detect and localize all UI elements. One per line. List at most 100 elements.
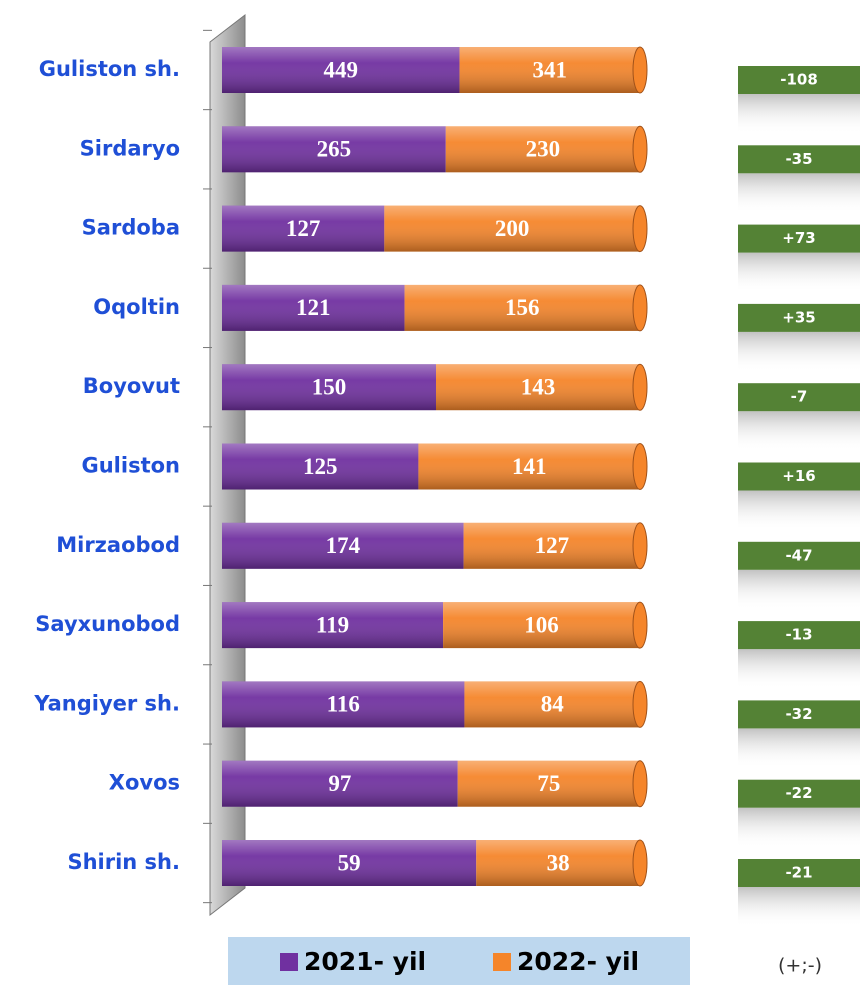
value-label: 174: [326, 533, 361, 558]
category-label: Shirin sh.: [67, 850, 180, 874]
difference-shadow: [738, 490, 860, 531]
legend-label: 2022- yil: [517, 947, 639, 976]
difference-label: -47: [785, 546, 812, 564]
bar-shading: [463, 522, 640, 569]
difference-shadow: [738, 887, 860, 927]
bar-shading: [435, 364, 640, 411]
bar-shading: [222, 840, 477, 886]
bar-shading: [222, 47, 460, 93]
difference-label: -21: [785, 864, 812, 882]
difference-label: -13: [785, 626, 812, 644]
difference-label: -108: [780, 71, 818, 89]
category-label: Sardoba: [82, 216, 180, 240]
value-label: 75: [537, 771, 560, 796]
difference-shadow: [738, 807, 860, 848]
difference-box: [738, 779, 860, 808]
difference-shadow: [738, 331, 860, 372]
bar-shading: [404, 284, 640, 331]
category-label: Boyovut: [83, 374, 180, 398]
value-label: 230: [526, 137, 561, 162]
value-label: 127: [286, 216, 321, 241]
difference-label: -32: [785, 705, 812, 723]
legend-label: 2021- yil: [304, 947, 426, 976]
category-label: Mirzaobod: [56, 533, 180, 557]
bar-cap: [632, 205, 648, 253]
difference-label: +73: [782, 229, 815, 247]
difference-shadow: [738, 94, 860, 134]
bar-shading: [222, 126, 446, 173]
value-label: 97: [328, 771, 351, 796]
value-label: 127: [535, 533, 570, 558]
bar-cap: [632, 680, 648, 728]
bar-shading: [222, 522, 464, 569]
difference-shadow: [738, 173, 860, 214]
difference-box: [738, 303, 860, 332]
value-label: 116: [327, 692, 360, 717]
bar-cap: [632, 839, 648, 887]
bar-shading: [457, 760, 640, 807]
difference-label: +16: [782, 467, 815, 485]
difference-box: [738, 621, 860, 650]
differences-title: (+;-): [778, 955, 822, 977]
value-label: 59: [338, 850, 361, 875]
difference-shadow: [738, 569, 860, 610]
value-label: 265: [317, 137, 352, 162]
difference-label: -35: [785, 150, 812, 168]
bar-shading: [476, 840, 640, 886]
difference-shadow: [738, 649, 860, 690]
difference-shadow: [738, 252, 860, 293]
category-label: Yangiyer sh.: [33, 691, 180, 715]
difference-box: [738, 859, 860, 887]
bar-shading: [459, 47, 640, 93]
value-label: 449: [324, 57, 359, 82]
category-label: Guliston: [82, 454, 181, 478]
category-label: Oqoltin: [93, 295, 180, 319]
category-label: Xovos: [109, 771, 180, 795]
bar-shading: [384, 205, 640, 252]
bar-shading: [445, 126, 640, 173]
bar-shading: [464, 681, 640, 728]
difference-box: [738, 462, 860, 491]
bar-cap: [632, 284, 648, 332]
value-label: 38: [547, 850, 570, 875]
value-label: 106: [524, 612, 559, 637]
difference-label: -7: [791, 388, 808, 406]
value-label: 141: [512, 454, 547, 479]
value-label: 84: [541, 692, 565, 717]
difference-label: +35: [782, 308, 815, 326]
difference-box: [738, 700, 860, 729]
difference-box: [738, 145, 860, 174]
category-label: Sirdaryo: [80, 136, 180, 160]
difference-box: [738, 383, 860, 412]
bar-cap: [632, 760, 648, 808]
bar-cap: [632, 601, 648, 649]
difference-box: [738, 541, 860, 570]
bar-shading: [222, 364, 436, 411]
value-label: 200: [495, 216, 530, 241]
bar-shading: [222, 205, 385, 252]
bar-shading: [418, 443, 640, 490]
bar-shading: [443, 602, 640, 649]
value-label: 341: [533, 57, 568, 82]
legend-box: [228, 937, 690, 985]
difference-label: -22: [785, 784, 812, 802]
legend-swatch: [280, 953, 298, 971]
bar-cap: [632, 46, 648, 94]
bar-shading: [222, 602, 444, 649]
value-label: 119: [316, 612, 349, 637]
bar-shading: [222, 681, 465, 728]
category-label: Guliston sh.: [39, 57, 180, 81]
difference-box: [738, 224, 860, 253]
bar-cap: [632, 522, 648, 570]
difference-box: [738, 66, 860, 94]
value-label: 143: [521, 374, 556, 399]
bar-cap: [632, 443, 648, 490]
value-label: 150: [312, 374, 347, 399]
value-label: 125: [303, 454, 338, 479]
bar-cap: [632, 125, 648, 173]
value-label: 121: [296, 295, 331, 320]
legend-swatch: [493, 953, 511, 971]
difference-shadow: [738, 728, 860, 769]
difference-shadow: [738, 411, 860, 452]
